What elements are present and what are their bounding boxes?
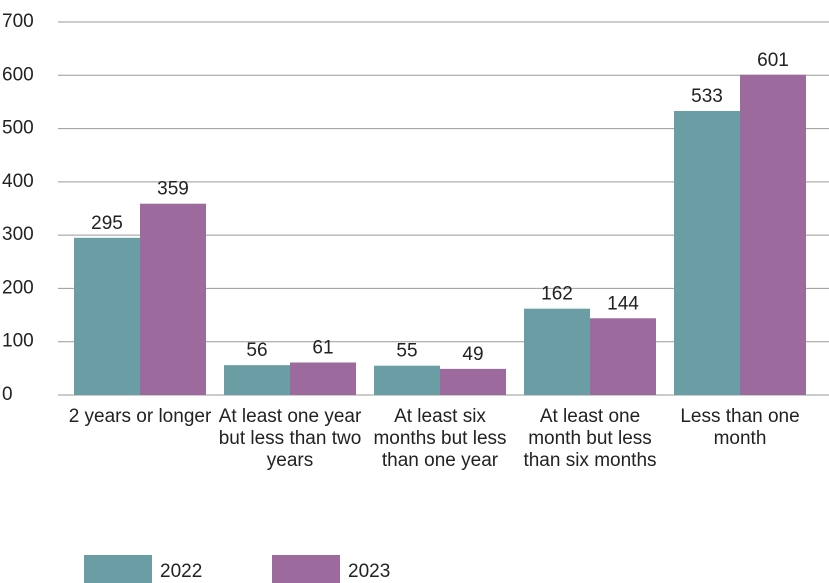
x-tick-label: At least one month but less than six mon… [523,406,657,471]
bar [224,365,290,395]
legend-label: 2023 [348,561,390,582]
value-label: 49 [462,344,483,365]
value-label: 162 [541,284,573,305]
y-tick-label: 600 [2,64,34,85]
y-tick-label: 500 [2,118,34,139]
y-tick-label: 700 [2,11,34,32]
bar [74,237,140,395]
bar [674,110,740,395]
bar [374,365,440,395]
x-tick-label: Less than one month [680,406,800,449]
legend-label: 2022 [160,561,202,582]
value-label: 144 [607,293,639,314]
bar [524,308,590,395]
x-tick-label: 2 years or longer [68,406,212,427]
value-label: 61 [312,338,333,359]
y-tick-label: 0 [2,384,13,405]
bar [590,318,656,395]
value-label: 359 [157,179,189,200]
x-tick-label: At least six months but less than one ye… [373,406,507,471]
value-label: 56 [246,340,267,361]
value-label: 295 [91,213,123,234]
bar [140,203,206,395]
value-label: 533 [691,86,723,107]
y-tick-label: 400 [2,171,34,192]
legend-swatch [84,555,152,583]
bar [290,362,356,395]
bar [740,74,806,395]
legend-swatch [272,555,340,583]
y-tick-label: 300 [2,224,34,245]
value-label: 55 [396,341,417,362]
value-label: 601 [757,50,789,71]
y-tick-label: 100 [2,331,34,352]
bar [440,368,506,395]
y-tick-label: 200 [2,277,34,298]
x-tick-label: At least one year but less than two year… [218,406,362,471]
